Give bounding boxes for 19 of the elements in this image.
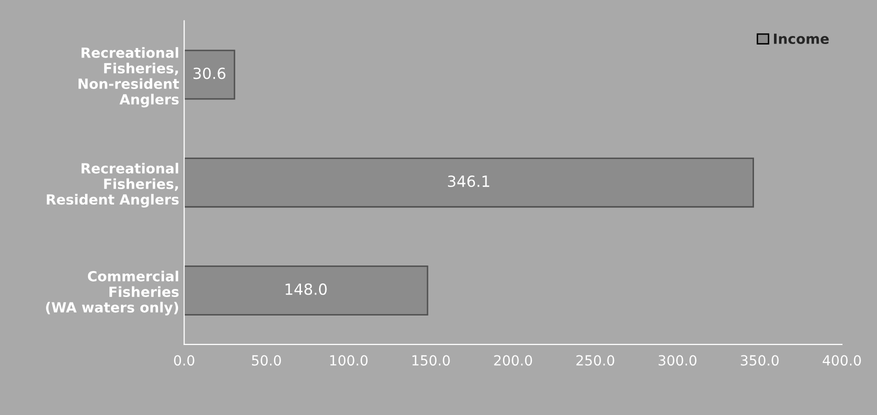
x-tick-label: 100.0 xyxy=(330,355,368,366)
x-tick-label: 0.0 xyxy=(174,355,194,366)
bar xyxy=(184,50,236,100)
x-tick-label: 150.0 xyxy=(412,355,450,366)
x-tick-label: 200.0 xyxy=(494,355,532,366)
x-tick-label: 300.0 xyxy=(658,355,696,366)
data-label: 346.1 xyxy=(448,175,490,188)
y-tick-label: Recreational Fisheries, Non-resident Anglers xyxy=(78,47,179,108)
x-tick-label: 50.0 xyxy=(252,355,281,366)
x-tick-label: 250.0 xyxy=(576,355,614,366)
data-label: 148.0 xyxy=(286,283,327,295)
bar xyxy=(184,158,754,208)
y-tick-label: Commercial Fisheries (WA waters only) xyxy=(46,270,179,316)
data-label: 30.6 xyxy=(193,68,226,80)
x-tick-label: 400.0 xyxy=(822,355,861,366)
y-tick-label: Recreational Fisheries, Resident Anglers xyxy=(46,162,179,208)
x-tick-label: 350.0 xyxy=(740,355,779,366)
bar xyxy=(184,266,428,316)
legend-label: Income xyxy=(774,34,829,44)
